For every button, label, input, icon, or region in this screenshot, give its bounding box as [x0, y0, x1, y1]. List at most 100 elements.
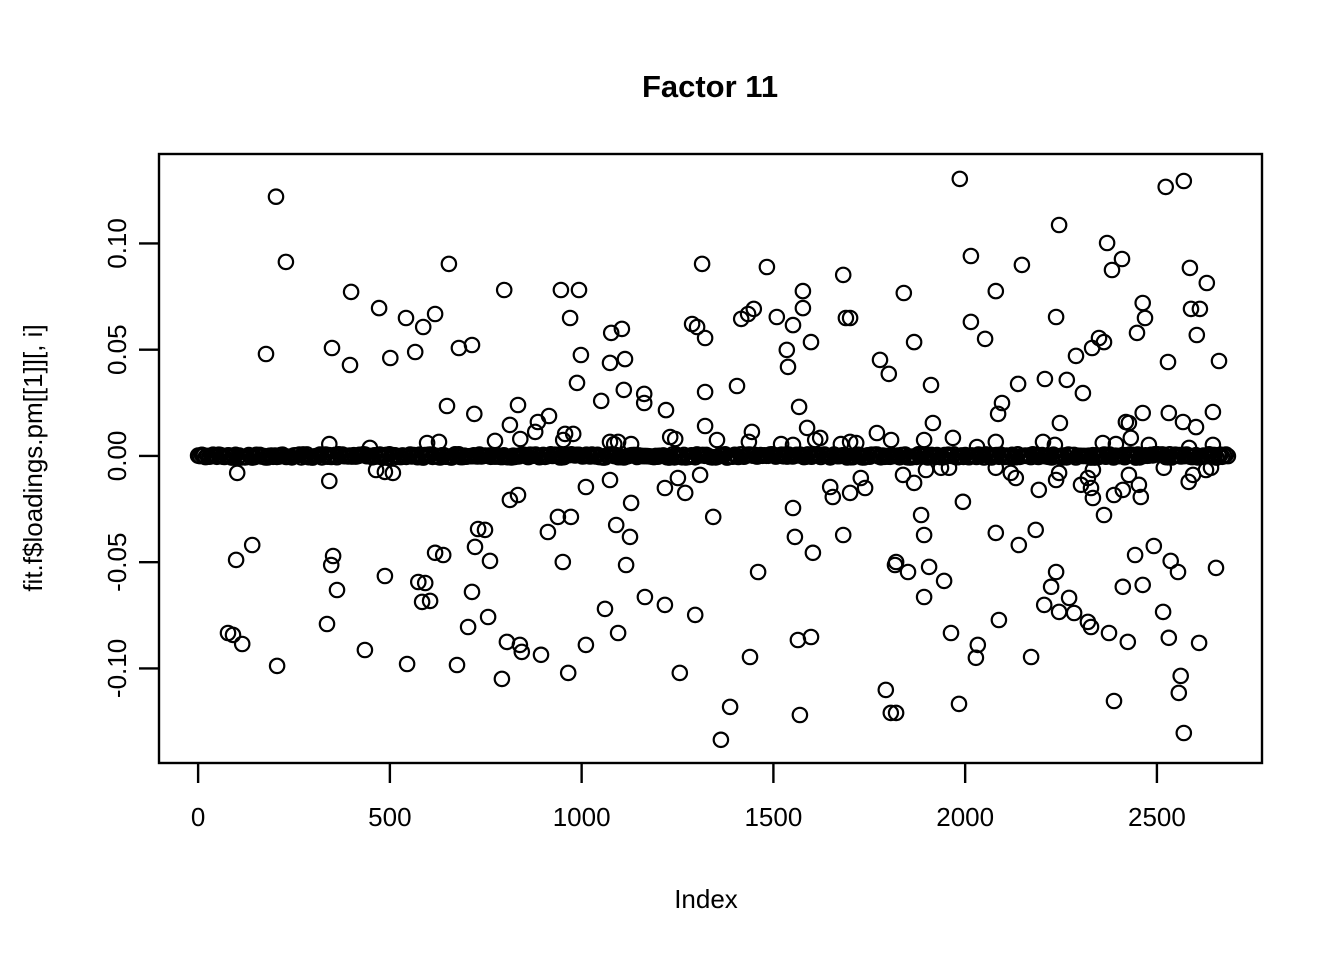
data-point: [554, 431, 572, 449]
x-tick-label: 500: [368, 802, 411, 832]
data-point: [1140, 436, 1158, 454]
data-point: [942, 624, 960, 642]
data-point: [413, 593, 431, 611]
data-point: [834, 266, 852, 284]
data-point: [448, 656, 466, 674]
data-point: [666, 430, 684, 448]
data-point: [1182, 300, 1200, 318]
data-point: [324, 547, 342, 565]
data-point: [481, 552, 499, 570]
data-point: [463, 336, 481, 354]
data-point: [430, 433, 448, 451]
data-point: [1074, 384, 1092, 402]
data-point: [356, 641, 374, 659]
data-point: [562, 508, 580, 526]
data-point: [1172, 667, 1189, 685]
data-point: [712, 731, 730, 749]
data-point: [1145, 537, 1163, 555]
data-point: [708, 431, 726, 449]
data-point: [821, 478, 839, 496]
data-point: [486, 432, 504, 450]
data-point: [739, 305, 757, 323]
data-point: [834, 526, 852, 544]
data-point: [421, 592, 439, 610]
data-point: [1083, 339, 1101, 357]
data-point: [268, 657, 286, 675]
data-point: [1219, 447, 1237, 465]
data-point: [384, 464, 402, 482]
data-point: [915, 431, 933, 449]
data-point: [572, 346, 590, 364]
data-point: [894, 466, 912, 484]
data-point: [459, 618, 477, 636]
data-point: [924, 414, 942, 432]
data-point: [671, 664, 689, 682]
data-point: [951, 170, 969, 188]
data-point: [1107, 435, 1125, 453]
data-point: [841, 484, 859, 502]
data-point: [915, 526, 933, 544]
data-point: [1114, 481, 1132, 499]
data-point: [987, 433, 1005, 451]
data-point: [554, 553, 572, 571]
data-point: [469, 520, 487, 538]
data-point: [1009, 375, 1027, 393]
data-point: [615, 381, 633, 399]
data-point: [935, 572, 953, 590]
data-point: [526, 423, 544, 441]
data-point: [1132, 488, 1150, 506]
y-tick-label: -0.05: [102, 533, 132, 592]
data-point: [596, 600, 614, 618]
data-point: [686, 606, 704, 624]
data-point: [882, 704, 900, 722]
data-point: [577, 478, 595, 496]
data-point: [905, 333, 923, 351]
data-point: [501, 491, 519, 509]
data-point: [688, 318, 706, 336]
data-point: [968, 438, 986, 456]
data-point: [856, 479, 874, 497]
data-point: [887, 553, 905, 571]
data-point: [257, 345, 275, 363]
data-point: [570, 281, 588, 299]
data-point: [1119, 633, 1137, 651]
data-point: [877, 681, 895, 699]
plot-border: [157, 152, 1264, 765]
data-point: [328, 581, 346, 599]
data-point: [990, 611, 1008, 629]
data-point: [1181, 259, 1199, 277]
data-point: [426, 305, 444, 323]
data-point: [1098, 234, 1116, 252]
data-point: [1160, 629, 1178, 647]
data-point: [552, 281, 570, 299]
data-point: [887, 704, 905, 722]
data-point: [1002, 464, 1020, 482]
data-point: [409, 573, 427, 591]
data-point: [657, 401, 675, 419]
data-point: [320, 472, 338, 490]
data-point: [824, 488, 842, 506]
data-point: [549, 508, 567, 526]
data-point: [676, 484, 694, 502]
data-point: [406, 343, 424, 361]
data-point: [880, 365, 898, 383]
data-point: [915, 588, 933, 606]
data-point: [1136, 309, 1154, 327]
data-point: [899, 563, 917, 581]
data-point: [1126, 546, 1144, 564]
y-tick-label: 0.00: [102, 431, 132, 482]
data-point: [1160, 404, 1178, 422]
data-point: [341, 356, 359, 374]
data-point: [741, 648, 759, 666]
data-point: [1035, 596, 1053, 614]
data-point: [1094, 434, 1112, 452]
data-point: [601, 354, 619, 372]
data-point: [987, 524, 1005, 542]
data-point: [224, 626, 242, 644]
data-point: [847, 434, 865, 452]
data-point: [479, 608, 497, 626]
data-point: [656, 479, 674, 497]
data-point: [1134, 576, 1151, 594]
data-point: [794, 282, 812, 300]
data-point: [511, 636, 529, 654]
